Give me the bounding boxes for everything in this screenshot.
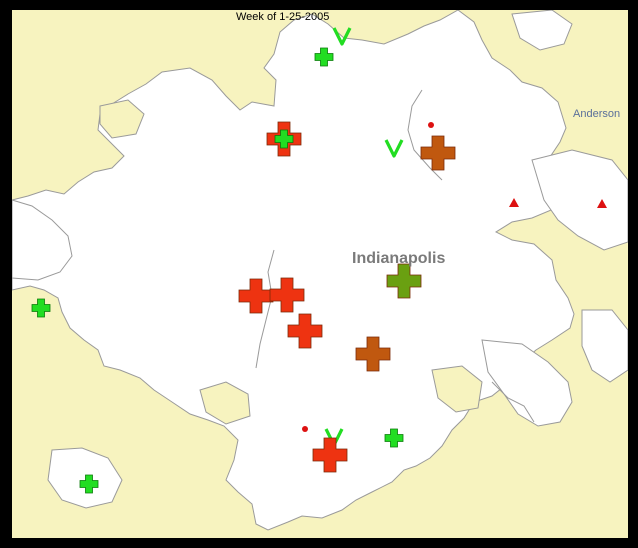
map-canvas: [12, 10, 628, 538]
week-label: Week of 1-25-2005: [236, 11, 330, 23]
marker-layer: [31, 27, 607, 494]
city-label-indianapolis: Indianapolis: [352, 250, 446, 267]
city-label-anderson: Anderson: [573, 108, 621, 120]
road-line: [491, 381, 535, 423]
land-island: [199, 381, 251, 425]
land-island: [99, 99, 145, 139]
check-marker-icon[interactable]: [332, 27, 352, 46]
check-marker-icon[interactable]: [384, 139, 404, 158]
cross-marker-icon[interactable]: [79, 474, 99, 494]
cross-marker-icon[interactable]: [386, 263, 422, 299]
cross-marker-icon[interactable]: [314, 47, 334, 67]
urban-patch: [531, 149, 628, 251]
cross-marker-icon[interactable]: [31, 298, 51, 318]
cross-marker-icon[interactable]: [269, 277, 305, 313]
land-island: [431, 365, 483, 413]
dot-marker-icon[interactable]: [302, 426, 308, 432]
cross-marker-icon[interactable]: [355, 336, 391, 372]
cross-marker-inner-icon[interactable]: [274, 129, 294, 149]
triangle-marker-icon[interactable]: [509, 198, 519, 207]
triangle-marker-icon[interactable]: [597, 199, 607, 208]
urban-patch: [47, 447, 123, 509]
river-line: [255, 249, 275, 369]
cross-marker-icon[interactable]: [312, 437, 348, 473]
urban-patch: [481, 339, 573, 427]
cross-marker-icon[interactable]: [287, 313, 323, 349]
urban-patch: [581, 309, 628, 383]
dot-marker-icon[interactable]: [428, 122, 434, 128]
urban-patch: [511, 10, 573, 51]
cross-marker-icon[interactable]: [238, 278, 274, 314]
cross-marker-icon[interactable]: [384, 428, 404, 448]
cross-marker-icon[interactable]: [420, 135, 456, 171]
urban-patch: [12, 199, 73, 281]
